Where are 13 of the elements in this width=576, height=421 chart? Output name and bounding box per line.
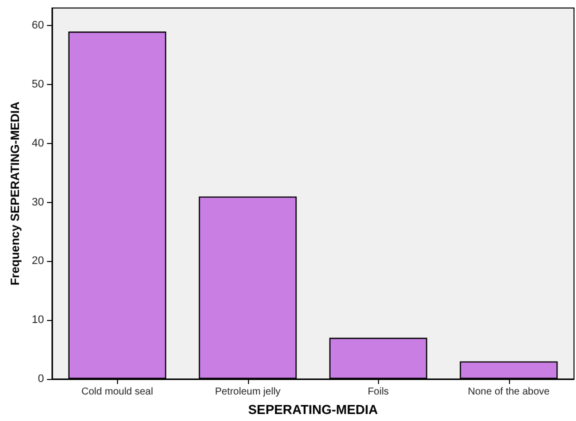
y-tick-label: 30	[32, 196, 44, 208]
y-tick-label: 50	[32, 78, 44, 91]
y-tick-label: 20	[32, 255, 44, 268]
y-tick-label: 10	[32, 314, 44, 326]
y-axis-title: Frequency SEPERATING-MEDIA	[8, 101, 22, 286]
x-tick-label: Foils	[368, 386, 389, 398]
x-tick-label: Cold mould seal	[81, 386, 154, 398]
y-tick-label: 40	[32, 137, 44, 150]
y-tick-label: 0	[38, 373, 44, 385]
y-tick-label: 60	[32, 20, 44, 32]
x-tick-label: None of the above	[468, 386, 550, 398]
x-tick-label: Petroleum jelly	[214, 386, 281, 398]
x-axis-title: SEPERATING-MEDIA	[248, 402, 378, 417]
